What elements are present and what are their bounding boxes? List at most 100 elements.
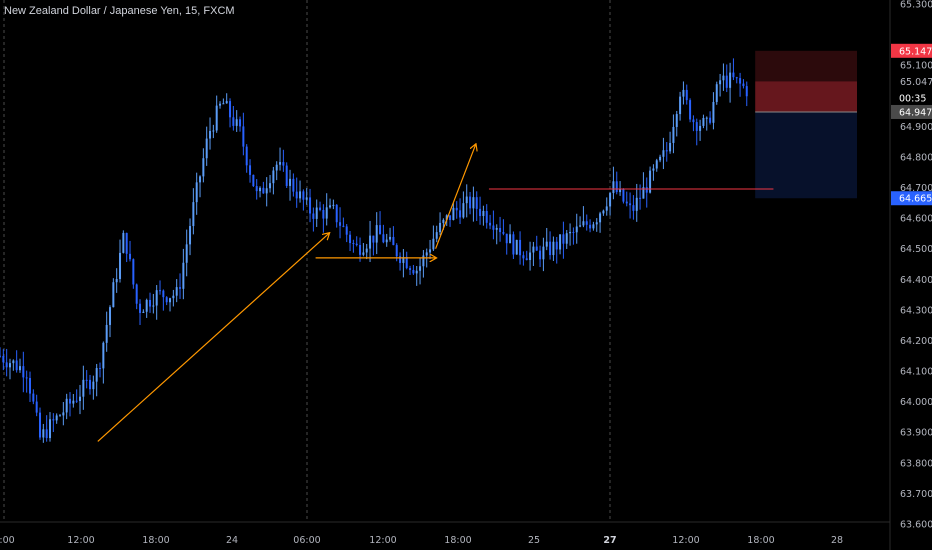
target-zone[interactable] xyxy=(755,111,857,199)
candle-body xyxy=(599,213,602,223)
candle-body xyxy=(69,398,72,404)
candle-body xyxy=(5,362,8,368)
symbol-name: New Zealand Dollar / Japanese Yen xyxy=(4,5,179,17)
candle-body xyxy=(89,379,92,390)
x-tick-label: 27 xyxy=(603,535,616,546)
candle xyxy=(85,370,88,389)
candle-body xyxy=(432,238,435,250)
candle xyxy=(259,186,262,198)
candle-body xyxy=(385,239,388,243)
candle-body xyxy=(682,89,685,97)
candle-body xyxy=(495,227,498,230)
candle-body xyxy=(65,398,68,413)
candle xyxy=(479,196,482,225)
stop-zone[interactable] xyxy=(755,81,857,112)
candle-body xyxy=(319,207,322,210)
candle xyxy=(575,213,578,244)
x-tick-label: 06:00 xyxy=(293,535,320,546)
candle-body xyxy=(542,246,545,260)
y-tick-label: 64.500 xyxy=(900,244,932,255)
candle-body xyxy=(435,232,438,239)
trend-arrow[interactable] xyxy=(97,233,329,442)
candle-body xyxy=(309,197,312,214)
candlesticks xyxy=(0,58,748,443)
y-tick-label: 64.100 xyxy=(900,367,932,378)
position-tool[interactable] xyxy=(755,50,857,199)
candle-body xyxy=(472,197,475,209)
candle xyxy=(449,215,452,227)
candle-body xyxy=(639,197,642,199)
candle xyxy=(692,115,695,132)
candle-body xyxy=(552,241,555,256)
candle xyxy=(275,161,278,181)
candle xyxy=(345,224,348,243)
x-tick-label: 28 xyxy=(831,535,843,546)
candle xyxy=(279,147,282,171)
candle xyxy=(469,191,472,215)
candle-body xyxy=(559,234,562,250)
candle xyxy=(252,174,255,187)
candle-body xyxy=(19,366,22,371)
candle-body xyxy=(549,241,552,256)
candle xyxy=(405,251,408,270)
chart-title: New Zealand Dollar / Japanese Yen, 15, F… xyxy=(4,5,235,17)
candle-body xyxy=(152,305,155,307)
candle xyxy=(502,219,505,236)
candle xyxy=(285,162,288,188)
time-axis[interactable]: 6:00 12:00 18:00 24 06:00 12:00 18:00 25 27 12:00… xyxy=(0,521,890,546)
price-axis[interactable]: 65.30065.10065.04764.90064.80064.70064.6… xyxy=(889,0,932,550)
candle xyxy=(352,239,355,253)
candle xyxy=(569,223,572,246)
candle-body xyxy=(322,209,325,219)
candle xyxy=(609,191,612,216)
candle xyxy=(155,285,158,320)
candle-body xyxy=(285,165,288,186)
candle-body xyxy=(615,181,618,193)
candle-body xyxy=(652,168,655,171)
drawings[interactable] xyxy=(97,145,774,442)
candle xyxy=(639,184,642,210)
candle-body xyxy=(619,189,622,193)
candle xyxy=(519,231,522,265)
candle-body xyxy=(395,245,398,257)
candle xyxy=(139,299,142,326)
candle-body xyxy=(125,232,128,254)
candle xyxy=(369,220,372,262)
candle-body xyxy=(412,269,415,274)
candle-body xyxy=(179,287,182,289)
candle xyxy=(619,181,622,196)
candle xyxy=(182,248,185,300)
candle xyxy=(52,413,55,433)
candle xyxy=(332,199,335,210)
candle-body xyxy=(335,204,338,223)
candle xyxy=(375,212,378,255)
candle xyxy=(512,231,515,259)
candle-body xyxy=(679,96,682,115)
x-tick-label: 6:00 xyxy=(0,535,15,546)
candle-body xyxy=(525,258,528,261)
candle xyxy=(2,349,5,371)
candle xyxy=(162,289,165,311)
candle xyxy=(459,198,462,224)
candle xyxy=(89,374,92,395)
candle xyxy=(565,230,568,249)
trend-arrow[interactable] xyxy=(435,145,476,249)
candle-body xyxy=(365,248,368,253)
y-tick-label: 64.700 xyxy=(900,183,932,194)
candle xyxy=(309,188,312,223)
y-tick-label: 65.100 xyxy=(900,61,932,72)
candle-body xyxy=(95,368,98,382)
candle xyxy=(59,414,62,417)
candle xyxy=(625,191,628,207)
candle xyxy=(745,81,748,107)
candle-body xyxy=(195,182,198,203)
stop-zone-upper[interactable] xyxy=(755,50,857,82)
candle-body xyxy=(295,191,298,199)
candle xyxy=(169,297,172,312)
candle-body xyxy=(392,236,395,246)
candle-body xyxy=(592,224,595,229)
candle xyxy=(362,242,365,257)
candle-body xyxy=(165,297,168,303)
candle-body xyxy=(282,162,285,166)
